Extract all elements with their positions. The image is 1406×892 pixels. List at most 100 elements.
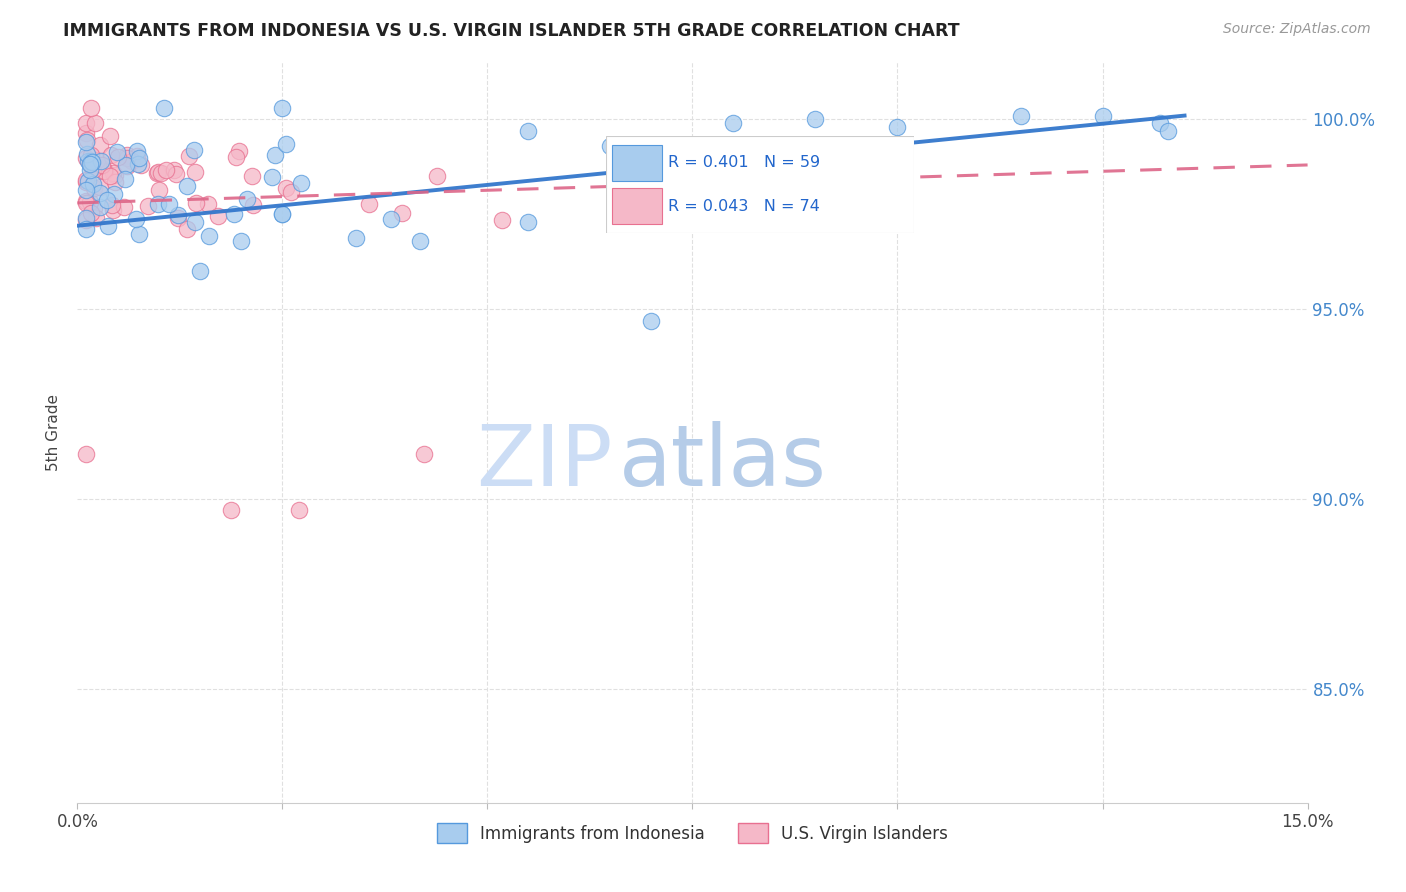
Point (157, 197, 180, 211)
Point (491, 213, 513, 227)
Point (75, 221, 97, 235)
Point (89, 180, 111, 194)
Point (231, 234, 253, 248)
Point (75, 173, 97, 187)
Point (89, 137, 111, 152)
Point (75, 126, 97, 140)
Point (163, 162, 186, 177)
Point (89, 186, 111, 201)
Point (97, 219, 120, 234)
Point (89, 200, 111, 214)
Point (280, 185, 302, 199)
Point (222, 207, 245, 221)
Point (413, 446, 436, 460)
Point (107, 150, 129, 164)
Point (236, 192, 259, 206)
Point (146, 197, 169, 211)
Point (103, 202, 125, 217)
Point (276, 181, 298, 195)
Point (599, 139, 621, 153)
Point (79, 153, 101, 168)
Point (804, 112, 827, 127)
Legend: Immigrants from Indonesia, U.S. Virgin Islanders: Immigrants from Indonesia, U.S. Virgin I… (430, 816, 955, 850)
Point (177, 149, 200, 163)
Point (103, 187, 125, 202)
Point (186, 195, 208, 210)
Point (640, 313, 662, 327)
Point (75, 196, 97, 211)
Point (115, 159, 138, 173)
Point (79, 157, 101, 171)
Point (1091, 109, 1114, 123)
Point (219, 503, 242, 517)
Point (79, 163, 101, 178)
Point (80, 155, 103, 169)
Point (125, 212, 148, 227)
Point (90, 158, 114, 172)
Point (176, 222, 198, 236)
Point (100, 198, 122, 212)
Point (128, 227, 150, 241)
Point (517, 124, 540, 138)
Point (104, 168, 127, 182)
Point (75, 176, 97, 190)
Point (77, 153, 100, 168)
Point (271, 101, 294, 115)
Point (86, 153, 108, 168)
Point (75, 136, 97, 150)
Point (86, 159, 108, 173)
Point (100, 128, 122, 143)
Point (75, 194, 97, 208)
Point (150, 165, 173, 179)
Point (93, 164, 115, 178)
Point (114, 171, 136, 186)
Point (198, 228, 221, 243)
Point (148, 165, 170, 179)
Point (359, 196, 381, 211)
Point (82, 162, 104, 177)
Point (517, 215, 540, 229)
Point (75, 213, 97, 227)
Point (136, 199, 159, 213)
Text: ZIP: ZIP (477, 421, 613, 504)
Point (75, 116, 97, 130)
Point (84, 115, 107, 129)
Point (207, 210, 229, 224)
Point (80, 101, 103, 115)
Point (242, 198, 264, 212)
Point (100, 148, 122, 162)
Point (104, 175, 127, 189)
Point (84, 211, 107, 225)
Point (146, 166, 169, 180)
Point (1149, 116, 1171, 130)
Point (75, 151, 97, 165)
Point (96, 193, 118, 207)
Point (90, 153, 112, 168)
Point (188, 264, 212, 278)
Point (76, 133, 98, 147)
Point (183, 215, 205, 229)
Text: atlas: atlas (619, 421, 827, 504)
Point (75, 183, 97, 197)
Point (426, 169, 449, 183)
Point (274, 137, 297, 152)
Point (176, 179, 198, 194)
Point (148, 183, 170, 197)
Point (184, 165, 207, 179)
Point (165, 168, 187, 182)
Point (79, 156, 101, 170)
Text: IMMIGRANTS FROM INDONESIA VS U.S. VIRGIN ISLANDER 5TH GRADE CORRELATION CHART: IMMIGRANTS FROM INDONESIA VS U.S. VIRGIN… (63, 22, 960, 40)
Point (262, 170, 284, 185)
Point (886, 120, 908, 134)
Point (83, 201, 105, 215)
Point (101, 166, 124, 180)
Point (75, 446, 97, 460)
Point (167, 211, 190, 225)
Text: Source: ZipAtlas.com: Source: ZipAtlas.com (1223, 22, 1371, 37)
Point (409, 234, 432, 248)
Y-axis label: 5th Grade: 5th Grade (46, 394, 62, 471)
Point (271, 207, 294, 221)
Point (98, 169, 121, 184)
Point (127, 145, 149, 159)
Point (290, 176, 312, 190)
